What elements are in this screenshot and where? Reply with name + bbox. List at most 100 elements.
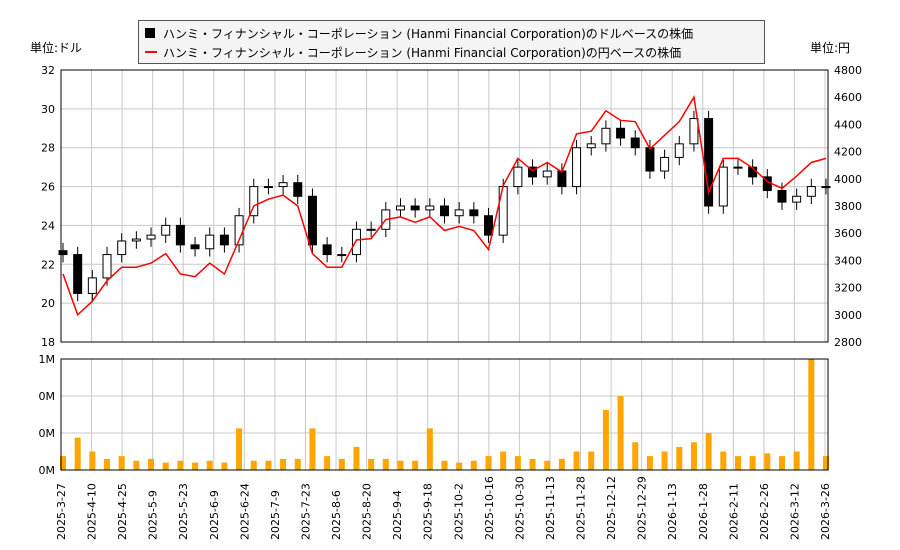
volume-bar (602, 409, 609, 470)
volume-bar (470, 460, 477, 470)
x-tick-label: 2025-9-4 (391, 490, 404, 540)
volume-bar (206, 460, 213, 470)
volume-bar (823, 456, 829, 470)
volume-bar (280, 458, 287, 470)
candle-body (395, 205, 405, 211)
volume-bar (544, 460, 551, 470)
volume-tick-label: 0M (39, 464, 56, 477)
y-right-tick-label: 2800 (834, 336, 862, 349)
candle-body (454, 209, 464, 217)
x-tick-label: 2026-3-12 (788, 483, 801, 540)
volume-bar (294, 458, 301, 470)
x-tick-label: 2025-8-20 (361, 483, 374, 540)
legend-item-usd: ハンミ・フィナンシャル・コーポレーション (Hanmi Financial Co… (145, 24, 693, 42)
volume-bar (676, 446, 683, 470)
candle-body (87, 277, 97, 294)
candle-body (660, 156, 670, 172)
volume-bar (808, 359, 815, 470)
y-left-tick-label: 22 (41, 258, 55, 271)
y-left-tick-label: 20 (41, 297, 55, 310)
volume-bar (133, 460, 140, 470)
candle-body (146, 234, 156, 240)
volume-tick-label: 0M (39, 427, 56, 440)
candle-body (366, 228, 376, 231)
x-tick-label: 2025-3-27 (55, 483, 68, 540)
x-tick-label: 2026-2-11 (727, 483, 740, 540)
y-right-tick-label: 4600 (834, 91, 862, 104)
volume-bar (661, 451, 668, 470)
legend-usd-label: ハンミ・フィナンシャル・コーポレーション (Hanmi Financial Co… (163, 26, 694, 41)
x-tick-label: 2025-12-29 (636, 476, 649, 540)
candle-body (484, 215, 494, 236)
volume-bar (793, 451, 800, 470)
volume-bar (192, 462, 199, 470)
volume-bar (426, 428, 433, 470)
price-plot-frame (60, 69, 829, 343)
volume-bar (749, 456, 756, 470)
x-tick-label: 2025-12-12 (605, 476, 618, 540)
volume-tick-label: 0M (39, 390, 56, 403)
x-tick-label: 2025-11-28 (575, 476, 588, 540)
volume-bar (646, 456, 653, 470)
legend-jpy-label: ハンミ・フィナンシャル・コーポレーション (Hanmi Financial Co… (163, 45, 682, 60)
candle-body (689, 118, 699, 145)
volume-plot-frame (60, 358, 829, 471)
candle-body (542, 170, 552, 178)
volume-bar (573, 451, 580, 470)
y-right-tick-label: 4800 (834, 64, 862, 77)
volume-bar (705, 433, 712, 470)
x-tick-label: 2025-10-16 (483, 476, 496, 540)
candle-body (528, 166, 538, 178)
volume-bar (529, 458, 536, 470)
candle-body (205, 234, 215, 250)
volume-bar (250, 460, 257, 470)
x-tick-label: 2025-4-25 (116, 483, 129, 540)
volume-bar (485, 456, 492, 470)
x-tick-label: 2026-1-13 (666, 483, 679, 540)
volume-bar (441, 460, 448, 470)
volume-bar (338, 458, 345, 470)
volume-bar (397, 460, 404, 470)
x-tick-label: 2026-3-26 (819, 483, 832, 540)
candle-body (263, 186, 273, 189)
jpy-swatch (145, 51, 157, 53)
volume-bar (617, 396, 624, 470)
y-right-tick-label: 3400 (834, 254, 862, 267)
volume-bar (764, 453, 771, 470)
volume-bar (456, 462, 463, 470)
x-tick-label: 2025-6-24 (238, 483, 251, 540)
y-right-tick-label: 3000 (834, 309, 862, 322)
y-left-tick-label: 26 (41, 181, 55, 194)
candle-body (307, 195, 317, 246)
y-right-tick-label: 4400 (834, 118, 862, 131)
candle-body (73, 254, 83, 294)
candle-body (792, 195, 802, 203)
candle-body (175, 224, 185, 246)
x-tick-label: 2026-2-26 (758, 483, 771, 540)
legend: ハンミ・フィナンシャル・コーポレーション (Hanmi Financial Co… (138, 20, 765, 64)
candle-body (410, 205, 420, 211)
candle-body (616, 127, 626, 139)
candle-body (469, 209, 479, 217)
y-right-tick-label: 4000 (834, 173, 862, 186)
y-left-tick-label: 24 (41, 219, 55, 232)
x-tick-label: 2025-11-13 (544, 476, 557, 540)
candle-body (718, 166, 728, 207)
x-tick-label: 2025-5-23 (177, 483, 190, 540)
volume-bar (778, 456, 785, 470)
x-tick-label: 2025-8-6 (330, 490, 343, 540)
candle-body (586, 143, 596, 149)
volume-bar (588, 451, 595, 470)
candle-body (777, 189, 787, 203)
x-tick-label: 2025-4-10 (86, 483, 99, 540)
volume-bar (382, 458, 389, 470)
candle-body (806, 186, 816, 197)
volume-bar (690, 442, 697, 470)
legend-item-jpy: ハンミ・フィナンシャル・コーポレーション (Hanmi Financial Co… (145, 43, 681, 61)
candle-body (293, 182, 303, 197)
volume-bar (148, 458, 155, 470)
y-right-tick-label: 3800 (834, 200, 862, 213)
candle-body (733, 166, 743, 169)
candle-body (219, 234, 229, 246)
